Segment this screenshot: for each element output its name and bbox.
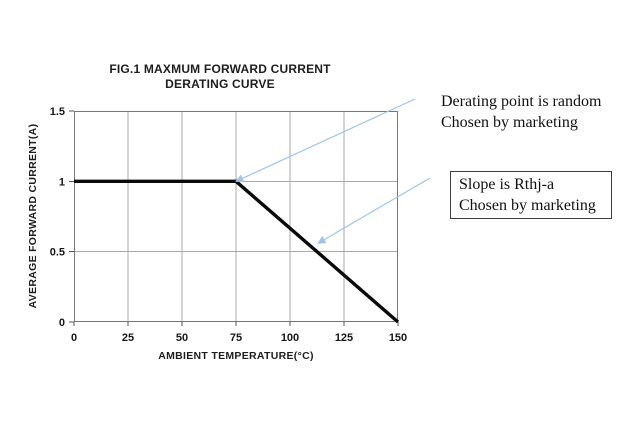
y-tick-label: 1.5: [50, 106, 65, 118]
figure-title-line2: DERATING CURVE: [165, 77, 275, 91]
y-tick-label: 1: [59, 176, 65, 188]
annotation-derating-point-line1: Derating point is random: [441, 93, 602, 110]
figure-title: FIG.1 MAXMUM FORWARD CURRENT DERATING CU…: [40, 62, 400, 92]
x-tick-label: 50: [176, 332, 188, 344]
plot-border: [73, 110, 399, 323]
x-axis-title: AMBIENT TEMPERATURE(°C): [158, 350, 314, 362]
annotation-slope-line2: Chosen by marketing: [459, 197, 596, 214]
annotation-slope: Slope is Rthj-a Chosen by marketing: [450, 171, 612, 219]
x-tick-label: 75: [230, 332, 242, 344]
annotation-derating-point-line2: Chosen by marketing: [441, 114, 578, 131]
annotation-slope-line1: Slope is Rthj-a: [459, 176, 555, 193]
x-tick-label: 150: [389, 332, 407, 344]
annotation-leader-line: [317, 177, 431, 244]
figure-title-line1: FIG.1 MAXMUM FORWARD CURRENT: [109, 62, 331, 76]
annotation-leader-line: [235, 98, 416, 183]
y-tick-label: 0: [59, 317, 65, 329]
y-axis-title: AVERAGE FORWARD CURRENT(A): [27, 123, 39, 309]
x-tick-label: 0: [71, 332, 77, 344]
annotation-derating-point: Derating point is random Chosen by marke…: [441, 91, 601, 133]
x-tick-label: 25: [122, 332, 134, 344]
x-tick-label: 125: [335, 332, 353, 344]
x-tick-label: 100: [281, 332, 299, 344]
y-tick-label: 0.5: [50, 247, 65, 259]
